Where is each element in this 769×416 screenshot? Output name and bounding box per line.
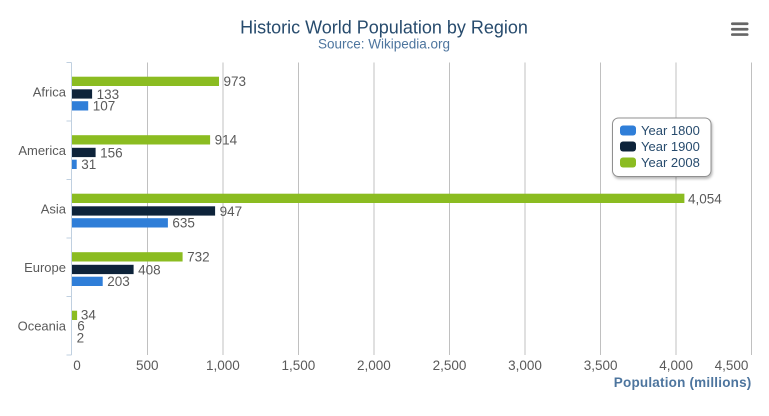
svg-text:947: 947	[220, 204, 243, 219]
svg-text:500: 500	[136, 358, 159, 373]
svg-text:Year 1900: Year 1900	[641, 139, 700, 154]
svg-text:34: 34	[81, 308, 97, 323]
svg-text:1,000: 1,000	[206, 358, 240, 373]
svg-text:America: America	[18, 143, 66, 158]
svg-text:4,500: 4,500	[715, 358, 749, 373]
svg-text:2,000: 2,000	[357, 358, 391, 373]
svg-text:156: 156	[100, 145, 123, 160]
svg-text:Africa: Africa	[33, 84, 67, 99]
svg-text:Oceania: Oceania	[18, 318, 67, 333]
svg-text:0: 0	[73, 358, 81, 373]
svg-text:Asia: Asia	[41, 201, 67, 216]
svg-text:107: 107	[93, 99, 116, 114]
svg-text:Europe: Europe	[24, 260, 66, 275]
svg-text:133: 133	[97, 87, 120, 102]
svg-text:3,500: 3,500	[584, 358, 618, 373]
svg-text:Population (millions): Population (millions)	[614, 375, 752, 390]
svg-text:4,054: 4,054	[688, 191, 722, 206]
svg-text:Source: Wikipedia.org: Source: Wikipedia.org	[318, 36, 450, 51]
svg-text:2,500: 2,500	[433, 358, 467, 373]
svg-text:1,500: 1,500	[282, 358, 316, 373]
svg-text:973: 973	[224, 74, 247, 89]
svg-text:203: 203	[107, 274, 130, 289]
svg-text:2: 2	[77, 331, 85, 346]
svg-text:914: 914	[215, 133, 238, 148]
svg-text:6: 6	[77, 318, 85, 333]
svg-text:408: 408	[138, 262, 161, 277]
svg-text:635: 635	[172, 216, 195, 231]
svg-text:732: 732	[187, 250, 210, 265]
svg-text:4,000: 4,000	[659, 358, 693, 373]
svg-text:3,000: 3,000	[508, 358, 542, 373]
svg-text:31: 31	[81, 157, 96, 172]
svg-text:Year 1800: Year 1800	[641, 123, 700, 138]
svg-text:Historic World Population by R: Historic World Population by Region	[240, 18, 528, 38]
svg-text:Year 2008: Year 2008	[641, 155, 700, 170]
